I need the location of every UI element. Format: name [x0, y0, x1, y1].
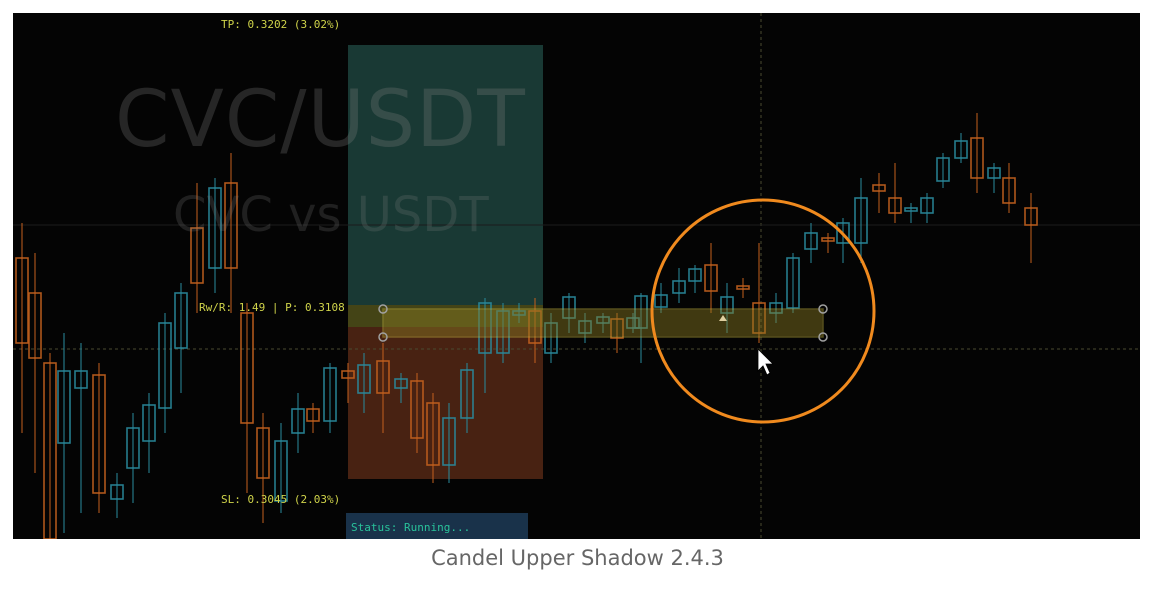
- position-handle: [378, 304, 388, 314]
- candle-body: [804, 232, 818, 250]
- candle-body: [688, 268, 702, 282]
- candle-body: [704, 264, 718, 292]
- candle-body: [987, 167, 1001, 179]
- status-box: Status: Running...: [346, 513, 528, 539]
- position-handle: [378, 332, 388, 342]
- candle-body: [496, 310, 510, 354]
- candle-body: [610, 318, 624, 339]
- candle-body: [854, 197, 868, 244]
- candle-body: [954, 140, 968, 159]
- candle-body: [126, 427, 140, 469]
- candle-body: [904, 207, 918, 212]
- candle-body: [736, 285, 750, 290]
- candle-body: [672, 280, 686, 294]
- candle-body: [426, 402, 440, 466]
- candle-body: [291, 408, 305, 434]
- candle-body: [821, 237, 835, 242]
- candle-body: [836, 222, 850, 244]
- candle-body: [442, 417, 456, 466]
- stop-loss-zone: [348, 327, 543, 479]
- candle-body: [158, 322, 172, 409]
- candle-body: [376, 360, 390, 394]
- candle-body: [872, 184, 886, 192]
- candle-body: [512, 310, 526, 316]
- candle-body: [596, 316, 610, 324]
- candle-body: [306, 408, 320, 422]
- candle-body: [769, 302, 783, 314]
- candle-body: [110, 484, 124, 500]
- candle-body: [43, 362, 57, 539]
- position-box: [382, 308, 824, 338]
- take-profit-zone: [348, 45, 543, 305]
- reward-risk-label: Rw/R: 1.49 | P: 0.3108: [199, 301, 345, 314]
- candle-body: [578, 320, 592, 334]
- candle-body: [1024, 207, 1038, 226]
- candle-body: [28, 292, 42, 359]
- mouse-cursor-icon: [757, 348, 774, 376]
- candle-body: [357, 364, 371, 394]
- take-profit-label: TP: 0.3202 (3.02%): [221, 18, 341, 31]
- candle-body: [92, 374, 106, 494]
- candle-body: [74, 370, 88, 389]
- stop-loss-label: SL: 0.3045 (2.03%): [221, 493, 341, 506]
- candle-body: [626, 317, 640, 329]
- candle-body: [786, 257, 800, 309]
- candle-body: [142, 404, 156, 442]
- candle-body: [562, 296, 576, 319]
- candle-body: [57, 370, 71, 444]
- candle-body: [478, 302, 492, 354]
- candle-body: [341, 370, 355, 379]
- status-label: Status: Running...: [351, 521, 471, 534]
- candle-body: [323, 367, 337, 422]
- candle-body: [720, 296, 734, 314]
- highlight-circle: [650, 198, 876, 424]
- candle-body: [920, 197, 934, 214]
- candle-body: [1002, 177, 1016, 204]
- candle-body: [240, 312, 254, 424]
- candle-body: [460, 369, 474, 419]
- candle-body: [15, 257, 29, 344]
- candle-body: [528, 310, 542, 344]
- candlestick-chart[interactable]: [13, 13, 1140, 539]
- candle-body: [544, 322, 558, 354]
- candle-body: [256, 427, 270, 479]
- candle-body: [888, 197, 902, 214]
- arrow-marker-icon: [719, 315, 727, 321]
- candle-body: [274, 440, 288, 502]
- candle-body: [174, 292, 188, 349]
- candle-body: [410, 380, 424, 439]
- image-caption: Candel Upper Shadow 2.4.3: [431, 546, 724, 570]
- candle-body: [752, 302, 766, 334]
- position-handle: [818, 304, 828, 314]
- trading-chart-frame: CVC/USDT CVC vs USDT TP: 0.3202 (3.02%) …: [13, 13, 1140, 539]
- position-handle: [818, 332, 828, 342]
- candle-body: [654, 294, 668, 308]
- entry-band: [348, 305, 543, 327]
- candle-body: [970, 137, 984, 179]
- candle-body: [634, 295, 648, 329]
- candle-body: [208, 187, 222, 269]
- candle-body: [936, 157, 950, 182]
- candle-body: [224, 182, 238, 269]
- candle-body: [190, 227, 204, 284]
- candle-body: [394, 378, 408, 389]
